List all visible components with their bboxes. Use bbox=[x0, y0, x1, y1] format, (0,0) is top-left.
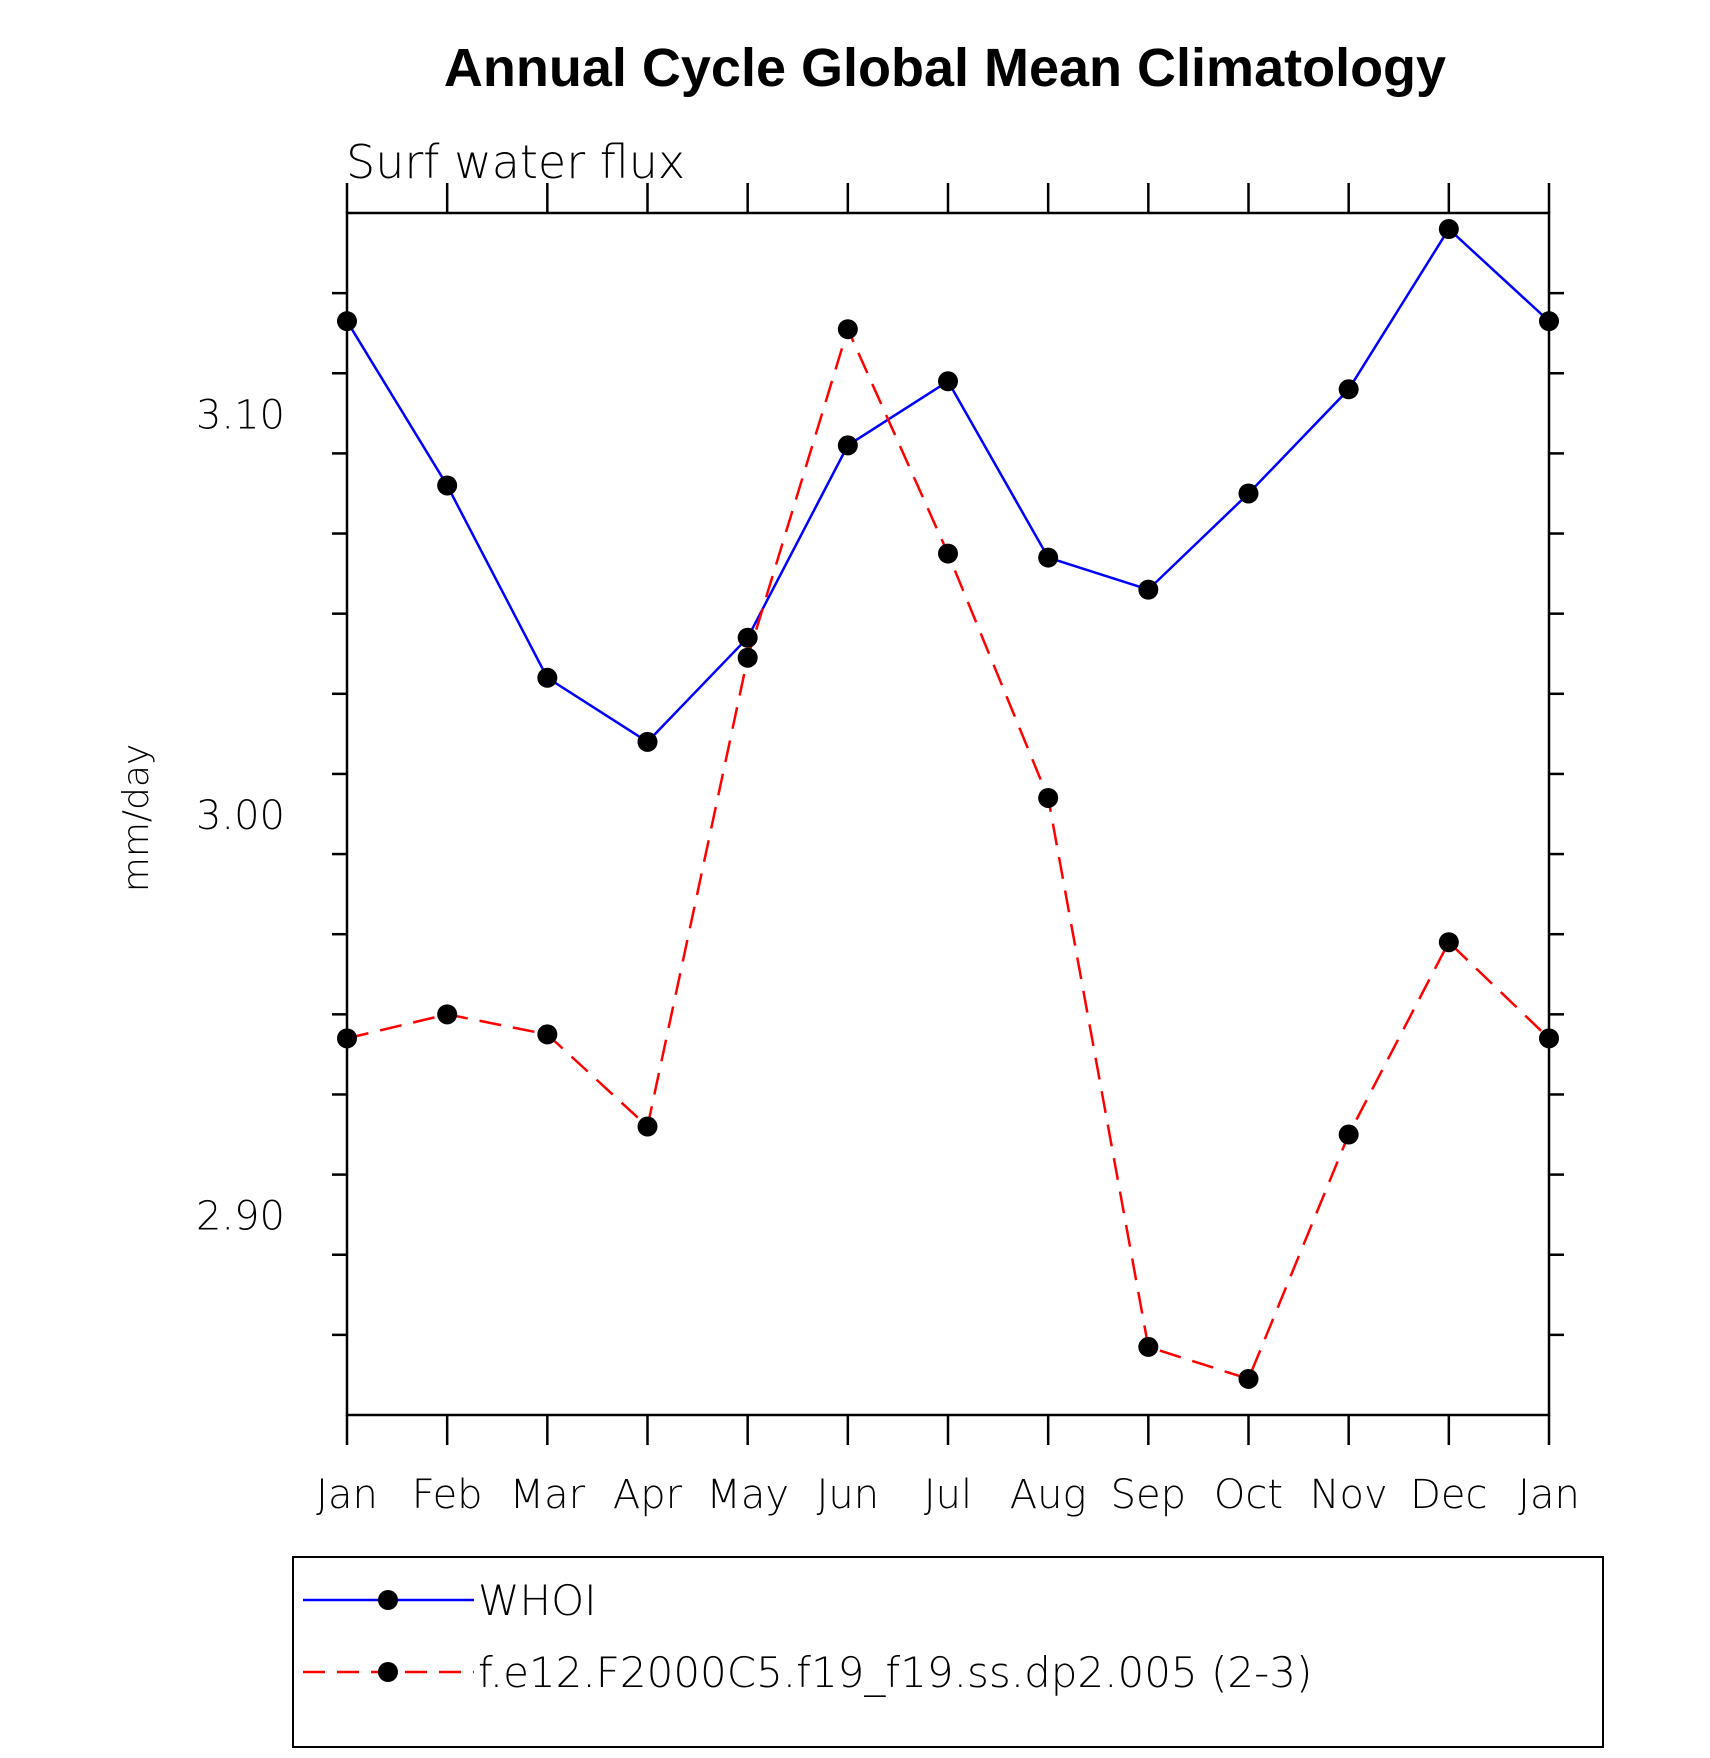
y-tick-label: 3.10 bbox=[196, 392, 285, 438]
chart-title: Annual Cycle Global Mean Climatology bbox=[444, 38, 1446, 98]
series-2-point bbox=[1038, 787, 1059, 808]
series-2-point bbox=[1138, 1336, 1159, 1357]
series-1-point bbox=[837, 435, 858, 456]
tick-labels: Jan Feb Mar Apr May Jun Jul Aug Sep Oct Nov Dec Jan 2… bbox=[196, 392, 1580, 1518]
series-2-point bbox=[1438, 932, 1459, 953]
legend-marker-2 bbox=[378, 1662, 398, 1682]
y-axis-label: mm/day bbox=[116, 744, 157, 892]
series-1-point bbox=[938, 371, 958, 392]
series-2-point bbox=[1539, 1028, 1559, 1049]
x-tick-label: Jan bbox=[1518, 1472, 1580, 1518]
legend-marker-1 bbox=[378, 1590, 398, 1610]
series-2-point bbox=[737, 647, 758, 668]
series-1-point bbox=[737, 627, 758, 648]
series-2-point bbox=[938, 543, 958, 564]
series-line-2 bbox=[346, 325, 1550, 1381]
series-2-point bbox=[537, 1024, 558, 1045]
plot-frame bbox=[345, 211, 1551, 1417]
series-1-point bbox=[1338, 379, 1359, 400]
series-2-point bbox=[837, 319, 858, 340]
chart-subtitle: Surf water flux bbox=[346, 135, 685, 189]
x-tick-label: Jun bbox=[817, 1472, 880, 1518]
series-2-point bbox=[637, 1116, 658, 1137]
series-1-point bbox=[1438, 219, 1459, 240]
series-1-point bbox=[1539, 311, 1559, 332]
x-tick-label: Mar bbox=[510, 1472, 586, 1518]
x-tick-label: Apr bbox=[613, 1472, 683, 1518]
x-tick-label: May bbox=[706, 1472, 789, 1518]
series-1-point bbox=[437, 475, 458, 496]
series-2-point bbox=[437, 1004, 458, 1025]
y-tick-label: 3.00 bbox=[196, 793, 285, 839]
series-1-point bbox=[1038, 547, 1059, 568]
x-tick-label: Feb bbox=[412, 1472, 483, 1518]
series-2-point bbox=[1338, 1124, 1359, 1145]
legend: WHOI f.e12.F2000C5.f19_f19.ss.dp2.005 (2-… bbox=[292, 1556, 1604, 1748]
series-2-point bbox=[337, 1028, 357, 1049]
series-2-point bbox=[1238, 1368, 1259, 1389]
x-tick-label: Dec bbox=[1410, 1472, 1487, 1518]
x-tick-label: Jan bbox=[316, 1472, 378, 1518]
axis-ticks bbox=[332, 183, 1564, 1445]
legend-items: WHOI f.e12.F2000C5.f19_f19.ss.dp2.005 (2-… bbox=[303, 1576, 1312, 1697]
series-1-point bbox=[1138, 579, 1159, 600]
x-tick-label: Jul bbox=[924, 1472, 972, 1518]
legend-label-1: WHOI bbox=[478, 1576, 597, 1625]
x-tick-label: Sep bbox=[1111, 1472, 1186, 1518]
series-layer bbox=[337, 219, 1559, 1389]
x-tick-label: Aug bbox=[1010, 1472, 1087, 1518]
series-1-point bbox=[337, 311, 357, 332]
legend-label-2: f.e12.F2000C5.f19_f19.ss.dp2.005 (2-3) bbox=[478, 1648, 1312, 1697]
series-1-point bbox=[537, 667, 558, 688]
y-tick-label: 2.90 bbox=[196, 1194, 285, 1240]
series-1-point bbox=[637, 731, 658, 752]
series-line-1 bbox=[345, 227, 1550, 744]
x-tick-label: Nov bbox=[1310, 1472, 1388, 1518]
x-tick-label: Oct bbox=[1214, 1472, 1283, 1518]
series-1-point bbox=[1238, 483, 1259, 504]
legend-box bbox=[292, 1556, 1604, 1748]
